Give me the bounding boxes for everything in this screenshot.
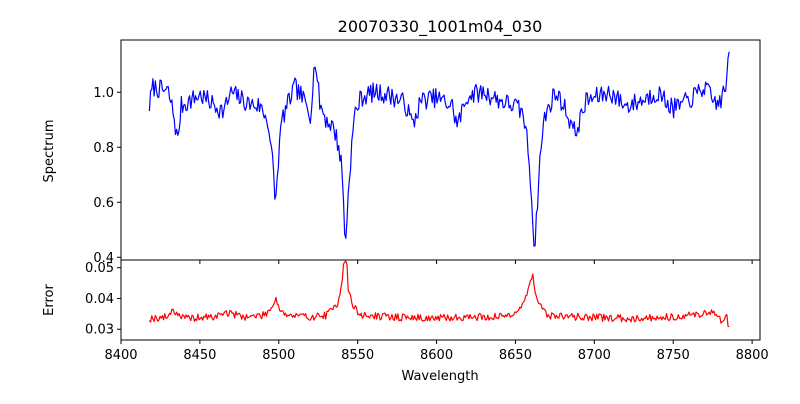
x-tick-label: 8400 <box>104 348 137 363</box>
y-tick-label: 0.03 <box>85 323 114 338</box>
x-tick-label: 8650 <box>499 348 532 363</box>
x-tick-label: 8750 <box>657 348 690 363</box>
chart-title: 20070330_1001m04_030 <box>338 17 543 37</box>
x-tick-label: 8500 <box>262 348 295 363</box>
x-tick-label: 8800 <box>736 348 769 363</box>
spectrum-y-axis-label: Spectrum <box>42 120 57 183</box>
y-tick-label: 0.04 <box>85 292 114 307</box>
spectrum-series-line <box>148 51 730 247</box>
y-tick-label: 0.8 <box>93 141 114 156</box>
x-tick-label: 8550 <box>341 348 374 363</box>
error-y-axis-label: Error <box>42 284 57 316</box>
y-tick-label: 0.05 <box>85 261 114 276</box>
x-tick-label: 8700 <box>578 348 611 363</box>
spectrum-axes-frame <box>120 39 761 261</box>
y-tick-label: 1.0 <box>93 86 114 101</box>
error-axes-frame <box>120 259 761 341</box>
spectrum-panel: 0.4 0.6 0.8 1.0 <box>93 39 761 266</box>
x-tick-label: 8450 <box>183 348 216 363</box>
x-tick-label: 8600 <box>420 348 453 363</box>
y-tick-label: 0.6 <box>93 196 114 211</box>
error-panel: 0.03 0.04 0.05 8400 8450 8500 8550 8600 8650 8700… <box>85 259 769 363</box>
x-axis-label: Wavelength <box>401 369 478 384</box>
y-tick-label: 0.4 <box>93 251 114 266</box>
error-series-line <box>148 260 730 328</box>
